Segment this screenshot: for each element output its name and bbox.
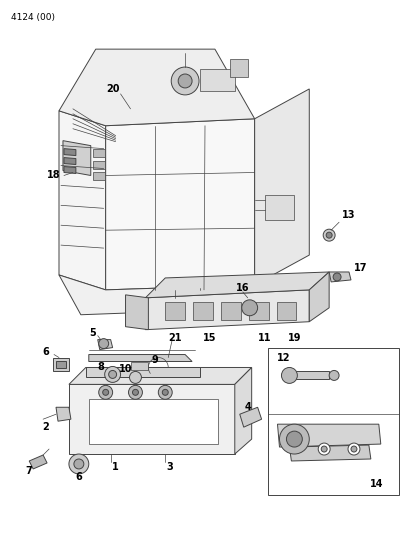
- Text: 20: 20: [106, 84, 120, 94]
- Circle shape: [162, 389, 168, 395]
- Polygon shape: [59, 275, 255, 315]
- Polygon shape: [329, 272, 351, 282]
- Polygon shape: [235, 367, 252, 454]
- Polygon shape: [64, 166, 76, 173]
- Text: 4124 (00): 4124 (00): [11, 13, 55, 22]
- Polygon shape: [64, 158, 76, 165]
- Circle shape: [279, 424, 309, 454]
- Bar: [93, 149, 105, 157]
- Text: 16: 16: [236, 283, 249, 293]
- Circle shape: [286, 431, 302, 447]
- Circle shape: [178, 74, 192, 88]
- Bar: [268, 348, 399, 495]
- Polygon shape: [98, 340, 113, 350]
- Text: 6: 6: [75, 472, 82, 482]
- Circle shape: [326, 232, 332, 238]
- Text: 10: 10: [119, 365, 132, 375]
- Text: 17: 17: [354, 263, 368, 273]
- Bar: [249, 302, 268, 320]
- Polygon shape: [255, 89, 309, 285]
- Text: 9: 9: [152, 354, 159, 365]
- Circle shape: [109, 370, 117, 378]
- Text: 3: 3: [167, 462, 174, 472]
- Polygon shape: [145, 272, 329, 298]
- Circle shape: [171, 67, 199, 95]
- Polygon shape: [295, 372, 329, 379]
- Polygon shape: [69, 384, 235, 454]
- Circle shape: [99, 385, 113, 399]
- Bar: [230, 59, 248, 77]
- Polygon shape: [64, 149, 76, 156]
- Circle shape: [323, 229, 335, 241]
- Text: 6: 6: [43, 346, 49, 357]
- Polygon shape: [289, 445, 371, 461]
- Polygon shape: [69, 367, 252, 384]
- Bar: [89, 399, 218, 444]
- Circle shape: [99, 338, 109, 349]
- Circle shape: [158, 385, 172, 399]
- Text: 7: 7: [26, 466, 33, 476]
- Circle shape: [282, 367, 297, 383]
- Circle shape: [321, 446, 327, 452]
- Circle shape: [129, 372, 142, 383]
- Polygon shape: [53, 358, 69, 372]
- Text: 21: 21: [169, 333, 182, 343]
- Polygon shape: [126, 295, 149, 330]
- Circle shape: [351, 446, 357, 452]
- Polygon shape: [106, 119, 255, 290]
- Bar: [200, 69, 235, 91]
- Circle shape: [329, 370, 339, 381]
- Polygon shape: [277, 424, 381, 447]
- Circle shape: [133, 389, 138, 395]
- Polygon shape: [240, 407, 262, 427]
- Text: 11: 11: [258, 333, 271, 343]
- Bar: [193, 302, 213, 320]
- Text: 2: 2: [43, 422, 49, 432]
- Polygon shape: [29, 455, 47, 469]
- Text: 4: 4: [244, 402, 251, 412]
- Polygon shape: [56, 407, 71, 421]
- Text: 13: 13: [342, 210, 356, 220]
- Circle shape: [129, 385, 142, 399]
- Text: 15: 15: [203, 333, 217, 343]
- Bar: [131, 362, 149, 370]
- Polygon shape: [89, 354, 192, 361]
- Bar: [165, 302, 185, 320]
- Polygon shape: [309, 272, 329, 322]
- Text: 1: 1: [112, 462, 119, 472]
- Polygon shape: [59, 111, 106, 290]
- Bar: [264, 196, 295, 220]
- Bar: [93, 173, 105, 181]
- Text: 18: 18: [47, 171, 61, 181]
- Text: 5: 5: [89, 328, 96, 337]
- Circle shape: [242, 300, 257, 316]
- Polygon shape: [145, 290, 309, 330]
- Circle shape: [69, 454, 89, 474]
- Circle shape: [103, 389, 109, 395]
- Circle shape: [333, 273, 341, 281]
- Polygon shape: [86, 367, 200, 377]
- Bar: [277, 302, 296, 320]
- Polygon shape: [56, 360, 66, 368]
- Text: 14: 14: [370, 479, 384, 489]
- Polygon shape: [63, 141, 91, 175]
- Circle shape: [105, 367, 121, 382]
- Text: 8: 8: [97, 362, 104, 373]
- Bar: [221, 302, 241, 320]
- Circle shape: [348, 443, 360, 455]
- Bar: [93, 160, 105, 168]
- Polygon shape: [59, 49, 255, 126]
- Circle shape: [74, 459, 84, 469]
- Text: 19: 19: [288, 333, 301, 343]
- Text: 12: 12: [277, 352, 290, 362]
- Circle shape: [318, 443, 330, 455]
